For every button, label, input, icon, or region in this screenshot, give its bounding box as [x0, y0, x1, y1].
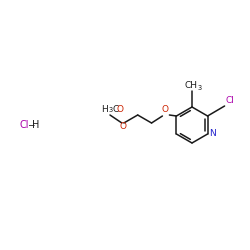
Text: Cl: Cl	[20, 120, 30, 130]
Text: C: C	[113, 104, 119, 114]
Text: 3: 3	[198, 84, 202, 90]
Text: O: O	[162, 105, 169, 114]
Text: 3: 3	[109, 108, 113, 114]
Text: −: −	[28, 120, 35, 129]
Text: CH: CH	[184, 80, 198, 90]
Text: H: H	[101, 104, 108, 114]
Text: N: N	[209, 130, 216, 138]
Text: O: O	[119, 122, 126, 131]
Text: O: O	[117, 104, 124, 114]
Text: H: H	[32, 120, 40, 130]
Text: Cl: Cl	[226, 96, 234, 105]
